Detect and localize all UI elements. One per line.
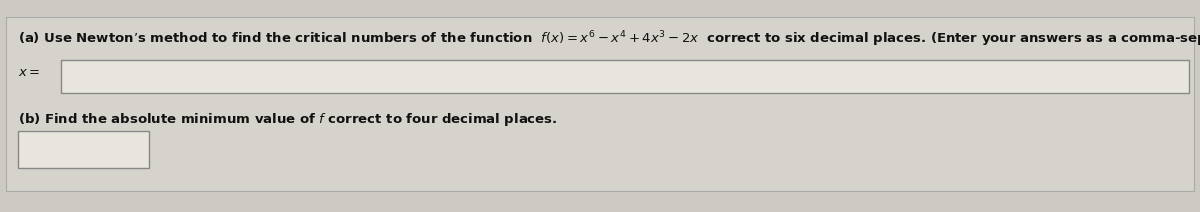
FancyBboxPatch shape bbox=[18, 131, 149, 168]
Text: (a) Use Newton’s method to find the critical numbers of the function  $f(x) = x^: (a) Use Newton’s method to find the crit… bbox=[18, 29, 1200, 49]
Text: $x =$: $x =$ bbox=[18, 66, 41, 79]
Text: (b) Find the absolute minimum value of $f$ correct to four decimal places.: (b) Find the absolute minimum value of $… bbox=[18, 111, 557, 128]
FancyBboxPatch shape bbox=[61, 60, 1189, 93]
